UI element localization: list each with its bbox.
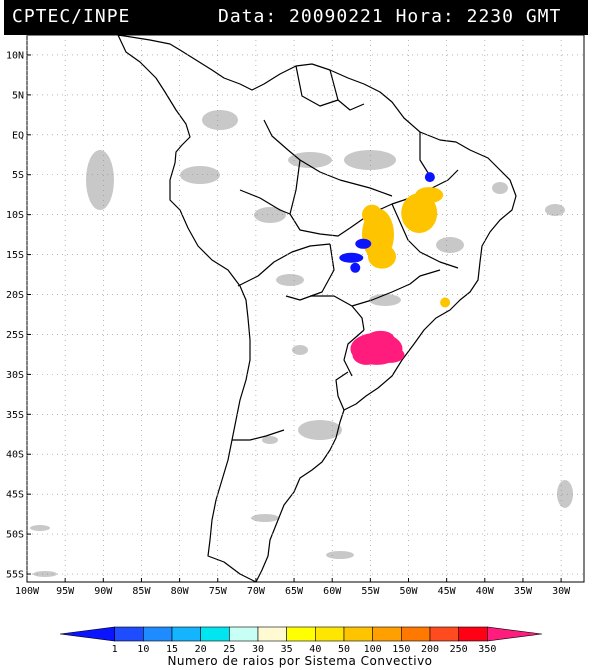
legend-tick-label: 1 <box>112 644 118 655</box>
lon-label: 55W <box>361 586 380 597</box>
lat-label: 25S <box>6 330 24 341</box>
date-value: 20090221 <box>289 6 384 27</box>
map-frame <box>26 34 585 583</box>
legend-tick-label: 200 <box>421 644 439 655</box>
legend-swatch <box>171 626 201 642</box>
legend-tick-label: 25 <box>223 644 235 655</box>
lon-label: 85W <box>132 586 151 597</box>
legend-tick-label: 250 <box>450 644 468 655</box>
lon-label: 75W <box>209 586 228 597</box>
legend-tick-label: 350 <box>478 644 496 655</box>
longitude-labels: 100W 95W 90W 85W 80W 75W 70W 65W 60W 55W 50W 45W 40W… <box>15 586 571 597</box>
lat-label: 35S <box>6 410 24 421</box>
legend-tick-label: 10 <box>137 644 149 655</box>
lat-label: 30S <box>6 370 24 381</box>
lat-label: 15S <box>6 250 24 261</box>
graticule <box>26 35 584 582</box>
legend-swatch <box>429 626 459 642</box>
legend-tick-label: 50 <box>338 644 350 655</box>
legend-tick-label: 15 <box>166 644 178 655</box>
legend-swatch <box>315 626 345 642</box>
timezone: GMT <box>525 6 562 27</box>
lon-label: 70W <box>247 586 266 597</box>
lon-label: 50W <box>399 586 418 597</box>
mato-grosso-blue-cluster <box>339 238 372 273</box>
timestamp-title: Data: 20090221 Hora: 2230 GMT <box>218 6 561 27</box>
convective-systems <box>339 172 451 365</box>
lon-label: 100W <box>15 586 40 597</box>
lat-label: EQ <box>12 130 24 141</box>
lon-label: 65W <box>285 586 304 597</box>
lat-label: 45S <box>6 490 24 501</box>
south-brazil-cluster <box>350 330 405 365</box>
lat-label: 40S <box>6 450 24 461</box>
lightning-legend: 1 10 15 20 25 30 35 40 50 100 150 200 250 350 <box>59 626 543 655</box>
legend-swatch <box>229 626 259 642</box>
legend-tick-label: 40 <box>309 644 321 655</box>
northeast-brazil-cluster <box>401 187 444 234</box>
legend-swatch <box>458 626 488 642</box>
legend-tick-label: 30 <box>252 644 264 655</box>
legend-swatch <box>143 626 173 642</box>
legend-caption: Numero de raios por Sistema Convectivo <box>167 654 433 668</box>
hour-label: Hora: <box>395 6 455 27</box>
lat-label: 10S <box>6 210 24 221</box>
legend-tick-label: 35 <box>281 644 293 655</box>
southeast-small-cluster <box>440 297 451 308</box>
legend-tick-label: 150 <box>392 644 410 655</box>
lon-label: 60W <box>323 586 342 597</box>
hour-value: 2230 <box>466 6 514 27</box>
legend-tick-label: 100 <box>364 644 382 655</box>
agency-title: CPTEC/INPE <box>12 6 131 27</box>
lon-label: 45W <box>438 586 457 597</box>
date-label: Data: <box>218 6 278 27</box>
legend-swatch <box>200 626 230 642</box>
lat-label: 55S <box>6 570 24 581</box>
legend-swatch <box>257 626 287 642</box>
lat-label: 5N <box>12 90 24 101</box>
lon-label: 40W <box>476 586 495 597</box>
legend-swatch <box>59 626 115 642</box>
lat-label: 10N <box>6 50 24 61</box>
legend-tick-label: 20 <box>195 644 207 655</box>
legend-swatch <box>401 626 431 642</box>
lon-label: 30W <box>552 586 571 597</box>
lon-label: 35W <box>514 586 533 597</box>
lon-label: 80W <box>171 586 190 597</box>
continent-outline <box>117 34 517 583</box>
lat-label: 5S <box>12 170 24 181</box>
north-blue-cluster <box>424 172 435 183</box>
legend-swatch <box>372 626 402 642</box>
legend-swatch <box>343 626 373 642</box>
latitude-labels: 10N 5N EQ 5S 10S 15S 20S 25S 30S 35S 40S 45S 50S 55S <box>6 50 24 580</box>
map-header: CPTEC/INPE Data: 20090221 Hora: 2230 GMT <box>4 0 588 35</box>
lon-label: 95W <box>56 586 75 597</box>
lat-label: 20S <box>6 290 24 301</box>
central-brazil-cluster <box>361 204 396 269</box>
legend-swatch <box>114 626 144 642</box>
legend-swatch <box>286 626 316 642</box>
lat-label: 50S <box>6 530 24 541</box>
legend-swatch <box>487 626 543 642</box>
lon-label: 90W <box>94 586 113 597</box>
